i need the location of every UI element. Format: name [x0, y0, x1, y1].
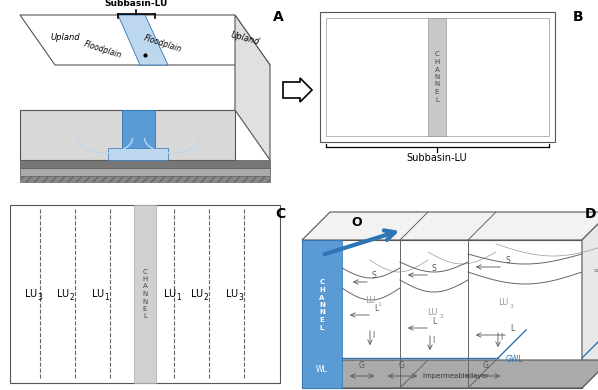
- Polygon shape: [302, 212, 598, 240]
- Text: L: L: [432, 317, 437, 326]
- Bar: [134, 205, 156, 383]
- Text: A: A: [273, 10, 283, 24]
- Bar: [326, 18, 549, 136]
- Text: Subbasin-LU: Subbasin-LU: [407, 153, 467, 163]
- Polygon shape: [235, 15, 270, 160]
- Text: Subbasin-LU: Subbasin-LU: [104, 0, 167, 8]
- Text: 1: 1: [104, 292, 109, 301]
- Text: GWL: GWL: [506, 356, 524, 365]
- Text: I: I: [500, 333, 502, 342]
- Text: S: S: [372, 271, 377, 280]
- FancyArrowPatch shape: [325, 230, 395, 254]
- Text: L: L: [374, 304, 379, 313]
- Text: O: O: [352, 216, 362, 229]
- Polygon shape: [582, 212, 598, 388]
- Text: LU: LU: [365, 296, 375, 305]
- Text: LU: LU: [25, 289, 37, 299]
- Text: LU: LU: [427, 308, 437, 317]
- Text: LU: LU: [92, 289, 104, 299]
- Polygon shape: [20, 160, 270, 168]
- Bar: [302, 240, 342, 388]
- Text: LU: LU: [164, 289, 176, 299]
- Text: Floodplain: Floodplain: [143, 34, 183, 54]
- Text: soil: soil: [594, 268, 598, 273]
- Text: C
H
A
N
N
E
L: C H A N N E L: [434, 51, 440, 103]
- Text: 1: 1: [377, 302, 381, 307]
- Text: G: G: [483, 361, 489, 370]
- Bar: [302, 240, 582, 388]
- Text: D: D: [584, 207, 596, 221]
- Text: 3: 3: [510, 304, 514, 309]
- Text: LU: LU: [226, 289, 238, 299]
- Text: 3: 3: [238, 292, 243, 301]
- Polygon shape: [20, 168, 270, 176]
- Text: I: I: [372, 331, 374, 340]
- Text: G: G: [399, 361, 405, 370]
- Bar: [10, 205, 280, 383]
- Polygon shape: [118, 15, 168, 65]
- Text: 3: 3: [37, 292, 42, 301]
- Text: C: C: [275, 207, 285, 221]
- Text: Impermeable layer: Impermeable layer: [423, 373, 489, 379]
- Text: S: S: [432, 264, 437, 273]
- Polygon shape: [20, 15, 270, 65]
- Text: I: I: [432, 336, 434, 345]
- Bar: [320, 12, 555, 142]
- Text: 2: 2: [203, 292, 208, 301]
- Text: G: G: [359, 361, 365, 370]
- Text: C
H
A
N
N
E
L: C H A N N E L: [319, 280, 325, 330]
- Polygon shape: [20, 176, 270, 182]
- Text: 2: 2: [439, 314, 443, 319]
- Bar: [428, 18, 446, 136]
- Polygon shape: [20, 110, 235, 160]
- Text: L: L: [510, 324, 514, 333]
- Text: LU: LU: [191, 289, 203, 299]
- Text: Upland: Upland: [230, 30, 261, 46]
- Text: 2: 2: [69, 292, 74, 301]
- Text: Upland: Upland: [50, 34, 80, 43]
- Text: 1: 1: [176, 292, 181, 301]
- Polygon shape: [283, 78, 312, 102]
- Polygon shape: [108, 148, 168, 160]
- Text: LU: LU: [57, 289, 69, 299]
- Text: B: B: [573, 10, 583, 24]
- Polygon shape: [302, 360, 598, 388]
- Text: C
H
A
N
N
E
L: C H A N N E L: [142, 268, 148, 319]
- Text: LU: LU: [498, 298, 508, 307]
- Text: S: S: [505, 256, 509, 265]
- Polygon shape: [122, 110, 155, 160]
- Text: WL: WL: [316, 365, 328, 374]
- Text: Floodplain: Floodplain: [83, 40, 123, 60]
